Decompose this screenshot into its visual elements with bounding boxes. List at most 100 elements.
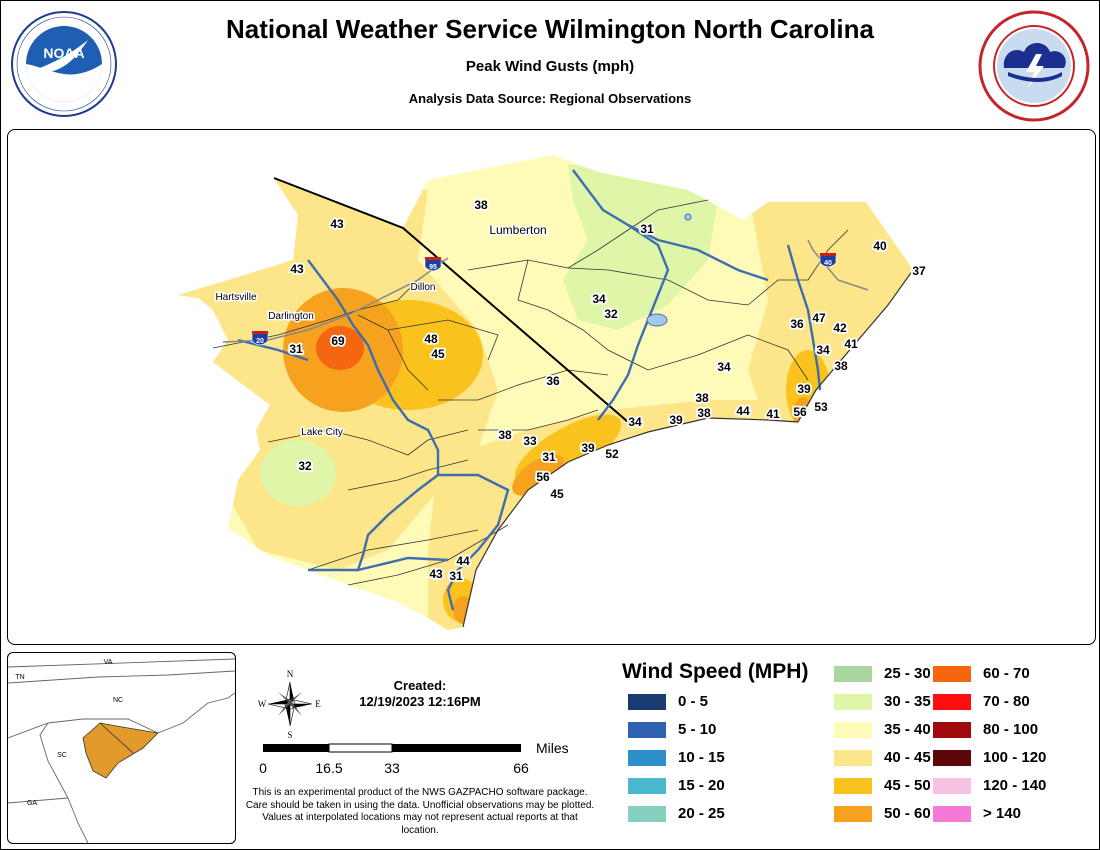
scale-tick: 16.5 <box>315 760 342 776</box>
legend-swatch <box>628 749 666 766</box>
gust-value: 37 <box>912 264 926 278</box>
inset-state-lines <box>8 658 235 843</box>
gust-value: 38 <box>834 359 848 373</box>
legend-label: 50 - 60 <box>884 805 931 822</box>
gust-value: 39 <box>797 382 811 396</box>
legend-item: 30 - 35 <box>834 693 931 710</box>
map-canvas: 95 20 40 Lumberton Hartsville Darlington… <box>178 155 928 630</box>
legend-item: 50 - 60 <box>834 805 931 822</box>
gust-value: 43 <box>429 567 443 581</box>
legend-item: 80 - 100 <box>933 721 1038 738</box>
legend-label: 20 - 25 <box>678 805 725 822</box>
inset-canvas: VA TN NC SC GA <box>8 658 235 843</box>
gust-value: 48 <box>424 332 438 346</box>
wind-gust-map[interactable]: 95 20 40 Lumberton Hartsville Darlington… <box>7 129 1096 645</box>
legend-swatch <box>933 805 971 822</box>
gust-value: 34 <box>628 415 642 429</box>
scale-unit: Miles <box>536 740 569 756</box>
legend-item: 120 - 140 <box>933 777 1046 794</box>
gust-value: 34 <box>816 343 830 357</box>
scale-segment <box>328 743 393 753</box>
legend-label: > 140 <box>983 805 1021 822</box>
legend-item: 35 - 40 <box>834 721 931 738</box>
gust-value: 31 <box>449 569 463 583</box>
state-line <box>273 177 629 423</box>
inset-state-label: TN <box>15 674 24 681</box>
created-timestamp: Created: 12/19/2023 12:16PM <box>340 678 500 710</box>
legend-swatch <box>628 721 666 738</box>
legend-swatch <box>933 777 971 794</box>
lake <box>646 313 668 327</box>
legend-swatch <box>628 777 666 794</box>
scale-segment <box>263 744 329 752</box>
scale-bar: 0 16.5 33 66 Miles <box>259 740 569 776</box>
gust-value: 38 <box>695 391 709 405</box>
legend-swatch <box>834 721 872 738</box>
gust-value: 39 <box>581 441 595 455</box>
legend-label: 25 - 30 <box>884 665 931 682</box>
legend-item: 60 - 70 <box>933 665 1030 682</box>
gust-value: 32 <box>298 459 312 473</box>
legend-label: 100 - 120 <box>983 749 1047 766</box>
legend-label: 70 - 80 <box>983 693 1030 710</box>
gust-value: 43 <box>290 262 304 276</box>
city-label: Lumberton <box>489 223 546 237</box>
gust-value: 41 <box>844 337 858 351</box>
gust-value: 31 <box>289 342 303 356</box>
legend-swatch <box>933 749 971 766</box>
legend-label: 60 - 70 <box>983 665 1030 682</box>
gust-value: 47 <box>812 311 826 325</box>
locator-inset-map: VA TN NC SC GA <box>7 652 236 844</box>
i20-label: 20 <box>256 338 264 345</box>
gust-value: 36 <box>790 317 804 331</box>
gust-value: 34 <box>717 360 731 374</box>
zone-50-60-coast <box>512 454 564 496</box>
gust-value: 69 <box>331 334 345 348</box>
page-subtitle: Peak Wind Gusts (mph) <box>465 58 635 75</box>
i20-shield: 20 <box>251 331 269 346</box>
rivers <box>237 169 822 611</box>
legend-label: 40 - 45 <box>884 749 931 766</box>
legend-item: 45 - 50 <box>834 777 931 794</box>
legend-item: 15 - 20 <box>628 777 725 794</box>
gust-value: 38 <box>498 428 512 442</box>
inset-state-label: NC <box>113 697 123 704</box>
gust-value: 36 <box>546 374 560 388</box>
compass-s: S <box>287 730 292 740</box>
legend-label: 80 - 100 <box>983 721 1039 738</box>
legend-swatch <box>834 805 872 822</box>
gust-value: 45 <box>431 347 445 361</box>
zone-40-45-east <box>748 190 913 430</box>
legend-swatch <box>628 693 666 710</box>
city-label: Lake City <box>301 427 343 438</box>
compass-e: E <box>315 699 321 709</box>
gust-value: 32 <box>604 307 618 321</box>
legend-label: 35 - 40 <box>884 721 931 738</box>
nws-logo <box>978 10 1090 122</box>
legend-swatch <box>834 693 872 710</box>
i40-label: 40 <box>824 260 832 267</box>
gust-value: 38 <box>697 406 711 420</box>
data-source-label: Analysis Data Source: Regional Observati… <box>408 91 692 106</box>
legend-item: 10 - 15 <box>628 749 725 766</box>
legend-label: 15 - 20 <box>678 777 725 794</box>
legend-swatch <box>628 805 666 822</box>
zone-50-60-south <box>453 596 473 624</box>
legend-item: 25 - 30 <box>834 665 931 682</box>
i95-shield: 95 <box>424 257 442 272</box>
legend-swatch <box>933 693 971 710</box>
city-label: Dillon <box>410 282 435 293</box>
gust-value: 39 <box>669 413 683 427</box>
legend-label: 30 - 35 <box>884 693 931 710</box>
gust-value: 34 <box>592 292 606 306</box>
legend-label: 0 - 5 <box>678 693 709 710</box>
created-datetime: 12/19/2023 12:16PM <box>359 694 481 709</box>
scale-tick: 0 <box>259 760 267 776</box>
legend-title: Wind Speed (MPH) <box>622 660 809 683</box>
legend-swatch <box>933 665 971 682</box>
page-title: National Weather Service Wilmington Nort… <box>226 14 874 44</box>
city-label: Hartsville <box>215 292 257 303</box>
gust-value: 44 <box>736 404 750 418</box>
inset-state-label: SC <box>57 752 67 759</box>
gust-value: 43 <box>330 217 344 231</box>
